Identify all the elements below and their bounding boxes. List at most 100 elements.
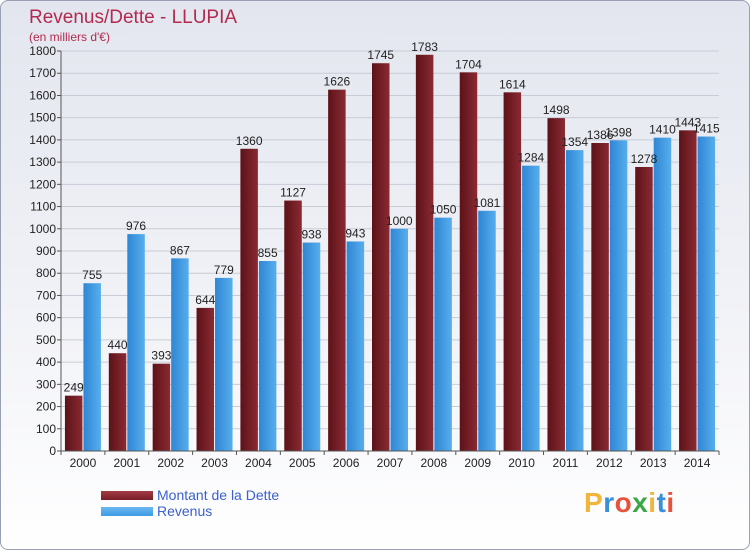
bars <box>64 54 716 452</box>
labels: 0 100 200 300 400 500 600 700 800 900 1000 1100 1200… <box>29 40 720 470</box>
data-label-revenus: 1415 <box>693 122 720 136</box>
logo-letter: t <box>656 487 667 518</box>
bar-revenus <box>215 277 233 451</box>
data-label-dette: 1783 <box>411 40 438 54</box>
y-tick-label: 1000 <box>29 222 56 236</box>
bar-revenus <box>565 150 584 451</box>
x-tick-label: 2008 <box>421 456 448 470</box>
y-tick-label: 700 <box>36 288 56 302</box>
data-label-revenus: 1410 <box>649 123 676 137</box>
y-tick-label: 1400 <box>29 133 56 147</box>
bar-dette <box>284 200 302 451</box>
x-tick-label: 2003 <box>201 456 228 470</box>
bar-dette <box>415 54 434 452</box>
data-label-dette: 249 <box>64 381 84 395</box>
logo-letter: r <box>603 487 615 518</box>
y-tick-label: 500 <box>36 333 56 347</box>
y-tick-label: 200 <box>36 400 56 414</box>
data-label-revenus: 1354 <box>561 135 588 149</box>
data-label-dette: 1278 <box>631 152 658 166</box>
logo-letter: i <box>648 487 657 518</box>
bar-revenus <box>302 242 321 451</box>
legend-swatch-revenus <box>101 507 153 516</box>
x-tick-label: 2011 <box>553 456 579 470</box>
x-tick-label: 2002 <box>157 456 184 470</box>
chart-subtitle: (en milliers d'€) <box>29 30 110 44</box>
x-tick-label: 2014 <box>684 456 711 470</box>
y-tick-label: 1100 <box>30 200 56 214</box>
bar-dette <box>459 72 478 451</box>
bar-dette <box>503 92 522 451</box>
data-label-revenus: 1081 <box>474 196 501 210</box>
y-tick-label: 900 <box>36 244 56 258</box>
bar-revenus <box>83 283 101 451</box>
bar-revenus <box>697 136 716 452</box>
x-tick-label: 2004 <box>245 456 272 470</box>
data-label-revenus: 1000 <box>386 214 413 228</box>
legend-swatch-dette <box>101 491 153 500</box>
bar-revenus <box>434 217 452 451</box>
data-label-revenus: 1284 <box>517 151 544 165</box>
chart-title: Revenus/Dette - LLUPIA <box>29 7 238 28</box>
bar-dette <box>240 148 258 451</box>
bar-dette <box>328 89 346 452</box>
y-tick-label: 0 <box>49 444 56 458</box>
x-tick-label: 2006 <box>333 456 360 470</box>
logo-letter: o <box>614 487 633 518</box>
data-label-dette: 1498 <box>543 103 570 117</box>
bar-revenus <box>346 241 365 451</box>
legend-label-revenus: Revenus <box>157 503 213 519</box>
x-tick-label: 2009 <box>464 456 491 470</box>
bar-dette <box>591 143 609 451</box>
y-tick-label: 1300 <box>29 155 56 169</box>
bar-dette <box>196 307 215 451</box>
bar-dette <box>635 167 653 451</box>
data-label-dette: 1704 <box>455 57 482 71</box>
data-label-revenus: 938 <box>302 228 322 242</box>
logo-letter: i <box>666 487 675 518</box>
x-tick-label: 2001 <box>113 456 140 470</box>
x-tick-label: 2012 <box>596 456 623 470</box>
data-label-dette: 1386 <box>587 128 614 142</box>
y-tick-label: 1700 <box>29 66 56 80</box>
logo-letter: x <box>632 487 649 518</box>
bar-revenus <box>478 210 496 451</box>
data-label-revenus: 1050 <box>430 203 457 217</box>
logo-letter: P <box>584 487 604 518</box>
x-tick-label: 2010 <box>508 456 535 470</box>
data-label-revenus: 943 <box>345 226 365 240</box>
data-label-revenus: 976 <box>126 219 146 233</box>
data-label-revenus: 855 <box>258 246 278 260</box>
bar-revenus <box>653 137 672 451</box>
bar-dette <box>108 353 127 451</box>
x-tick-label: 2000 <box>70 456 97 470</box>
data-label-dette: 644 <box>195 293 215 307</box>
y-tick-label: 600 <box>36 311 56 325</box>
x-tick-label: 2005 <box>289 456 316 470</box>
bar-revenus <box>127 234 145 451</box>
bar-dette <box>152 363 171 451</box>
bar-revenus <box>258 261 277 451</box>
proxiti-logo: Proxiti <box>584 487 675 519</box>
y-tick-label: 1800 <box>29 44 56 58</box>
bar-dette <box>64 395 83 451</box>
data-label-revenus: 755 <box>82 268 102 282</box>
data-label-revenus: 779 <box>214 263 234 277</box>
data-label-dette: 1360 <box>236 134 263 148</box>
data-label-dette: 1127 <box>280 186 306 200</box>
bar-dette <box>679 130 697 452</box>
data-label-revenus: 867 <box>170 243 190 257</box>
y-tick-label: 1600 <box>29 88 56 102</box>
y-tick-label: 1200 <box>29 177 56 191</box>
bar-revenus <box>522 165 540 451</box>
data-label-revenus: 1398 <box>605 125 632 139</box>
legend-label-dette: Montant de la Dette <box>157 487 280 503</box>
bar-revenus <box>390 228 408 451</box>
gridlines <box>61 50 719 452</box>
data-label-dette: 1626 <box>324 75 351 89</box>
y-tick-label: 800 <box>36 266 56 280</box>
data-label-dette: 440 <box>108 338 128 352</box>
axes <box>57 50 720 455</box>
